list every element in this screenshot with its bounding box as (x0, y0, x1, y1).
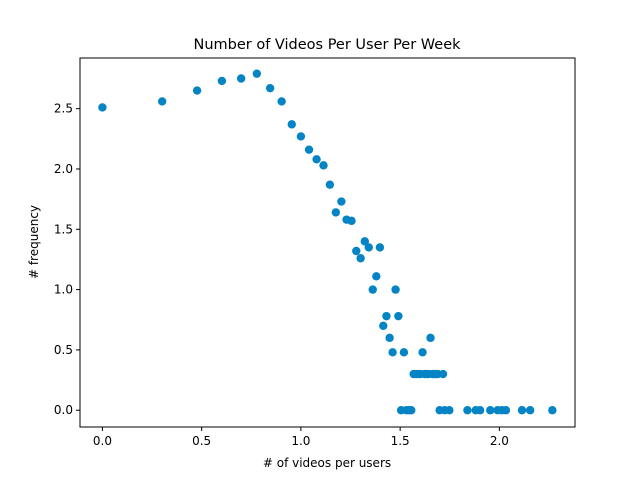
axes-frame (79, 57, 576, 428)
data-point (265, 83, 275, 93)
data-point (337, 197, 346, 206)
data-point (407, 406, 416, 415)
data-point (501, 406, 511, 415)
data-point (325, 180, 335, 189)
data-point (372, 272, 381, 281)
data-point (304, 145, 314, 154)
data-point (347, 216, 356, 226)
data-point (368, 285, 377, 294)
data-point (445, 406, 454, 415)
data-point (360, 237, 370, 246)
data-point (157, 97, 167, 106)
data-point (486, 406, 495, 415)
y-tick-label: 0.0 (54, 403, 73, 417)
y-axis-ticks: 0.0 0.5 1.0 1.5 2.0 2.5 (54, 102, 80, 417)
y-tick-label: 2.0 (54, 162, 73, 176)
data-point (438, 369, 448, 379)
data-point (525, 406, 535, 415)
data-point (379, 321, 388, 330)
data-point (217, 76, 227, 86)
data-point (236, 74, 246, 83)
data-point (382, 311, 391, 321)
data-point (385, 333, 394, 343)
chart-title: Number of Videos Per User Per Week (193, 37, 461, 53)
x-tick-label: 0.0 (93, 434, 112, 448)
x-axis-ticks: 0.0 0.5 1.0 1.5 2.0 (93, 427, 509, 448)
data-point (463, 406, 472, 415)
x-tick-label: 0.5 (192, 434, 211, 448)
y-tick-label: 2.5 (54, 102, 73, 116)
data-point (388, 348, 397, 357)
x-tick-label: 1.5 (391, 434, 410, 448)
data-point (352, 246, 361, 256)
data-point (426, 333, 435, 343)
data-points (98, 69, 557, 415)
y-tick-label: 1.0 (54, 283, 73, 297)
data-point (331, 208, 341, 217)
data-point (375, 243, 385, 252)
data-point (475, 406, 485, 415)
data-point (287, 120, 296, 129)
data-point (296, 132, 306, 141)
x-axis-label: # of videos per users (263, 456, 391, 470)
data-point (98, 103, 107, 112)
data-point (312, 155, 321, 164)
data-point (364, 243, 373, 252)
data-point (517, 406, 527, 415)
data-point (319, 161, 328, 170)
data-point (391, 285, 400, 294)
data-point (548, 406, 557, 415)
data-point (192, 86, 202, 95)
y-tick-label: 1.5 (54, 222, 73, 236)
y-tick-label: 0.5 (54, 343, 73, 357)
y-axis-label: # frequency (27, 205, 41, 279)
data-point (418, 348, 427, 357)
data-point (399, 348, 409, 357)
data-point (277, 97, 286, 106)
data-point (394, 311, 403, 321)
x-tick-label: 2.0 (490, 434, 509, 448)
data-point (356, 254, 365, 263)
data-point (252, 69, 262, 78)
x-tick-label: 1.0 (291, 434, 310, 448)
